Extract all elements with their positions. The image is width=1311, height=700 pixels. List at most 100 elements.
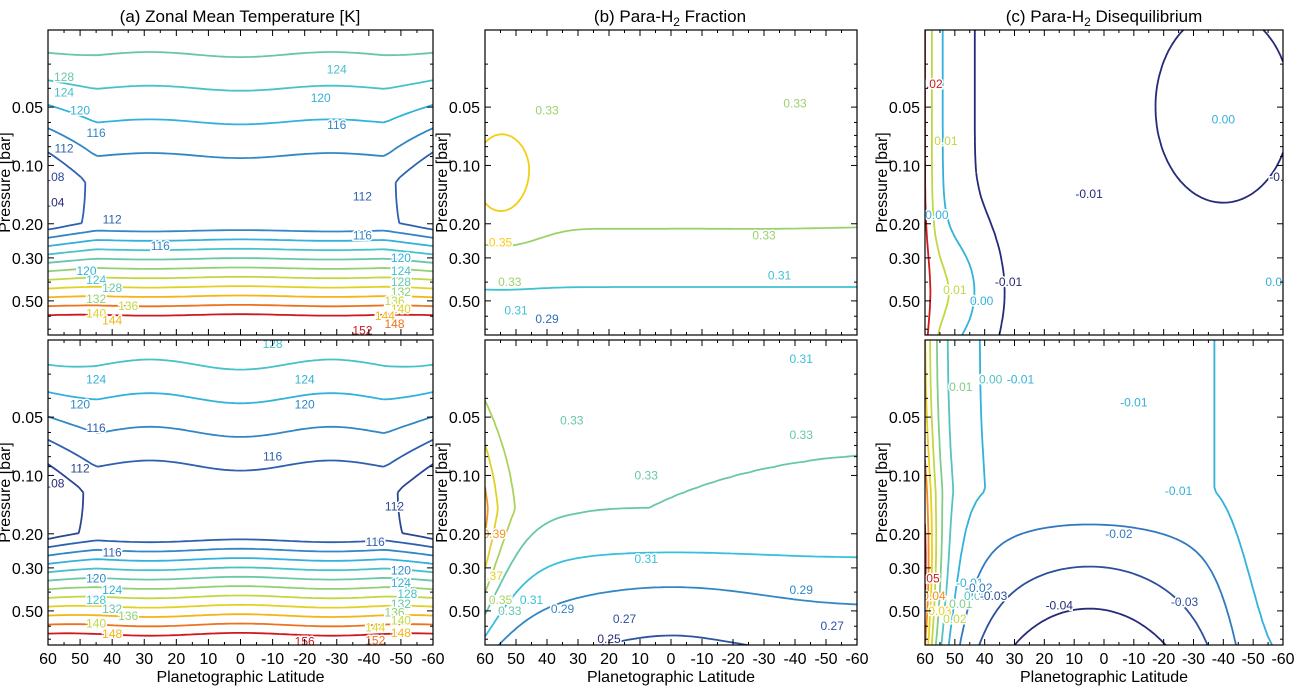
contour-line (48, 594, 433, 600)
contour-label: 140 (391, 613, 411, 627)
y-tick-label: 0.50 (12, 604, 43, 621)
contour-label: 0.37 (480, 569, 504, 583)
contour-line (48, 391, 433, 565)
contour-label: 0.00 (1265, 275, 1289, 289)
contour-label: 132 (102, 602, 122, 616)
contour-label: 0.33 (752, 229, 776, 243)
panel-b-bottom: 0.310.330.330.330.390.370.350.330.310.31… (434, 339, 869, 686)
contour-label: 0.01 (943, 283, 967, 297)
contour-label: 0.33 (635, 468, 659, 482)
contour-label: 116 (87, 126, 106, 140)
x-tick-label: 50 (946, 651, 964, 668)
contour-label: 148 (391, 626, 411, 640)
contour-area: 0.020.010.000.00-0.01-0.010.010.00-0.01 0… (919, 30, 1297, 335)
contour-label: -0.01 (1075, 187, 1103, 201)
panel-title: (a) Zonal Mean Temperature [K] (120, 7, 361, 26)
y-tick-label: 0.10 (12, 468, 43, 485)
contour-label: 124 (391, 576, 411, 590)
contour-label: 124 (86, 373, 106, 387)
y-tick-label: 0.20 (889, 527, 920, 544)
contour-line (48, 79, 433, 256)
x-axis-label: Planetographic Latitude (1020, 669, 1188, 686)
y-tick-label: 0.20 (449, 527, 480, 544)
contour-label: -0.01 (1269, 170, 1297, 184)
y-tick-label: 0.05 (449, 100, 480, 117)
contour-label: 152 (365, 633, 385, 647)
x-tick-label: -40 (1212, 651, 1235, 668)
contour-line (600, 634, 748, 645)
contour-label: 120 (86, 571, 106, 585)
contour-label: 0.02 (919, 77, 943, 91)
contour-label: 0.33 (498, 275, 522, 289)
contour-line (48, 151, 433, 231)
contour-label: 120 (70, 103, 90, 117)
contour-label: 0.31 (520, 593, 544, 607)
contour-label: 0.00 (925, 208, 949, 222)
contour-label: 116 (353, 229, 372, 243)
contour-label: 128 (397, 587, 417, 601)
plot-frame (924, 29, 1284, 336)
contour-label: 112 (54, 142, 73, 156)
contour-label: 0.02 (943, 612, 967, 626)
contour-label: 148 (102, 627, 122, 641)
x-tick-label: -50 (1242, 651, 1265, 668)
contour-label: 144 (365, 621, 385, 635)
contour-line (48, 463, 433, 540)
contour-label: 116 (87, 421, 106, 435)
x-tick-label: 50 (507, 651, 525, 668)
contour-line (485, 133, 530, 213)
y-axis-label: Pressure [bar] (874, 442, 891, 542)
contour-label: 112 (385, 500, 404, 514)
x-tick-label: -40 (783, 651, 806, 668)
contour-label: -0.01 (1007, 373, 1035, 387)
contour-label: 108 (44, 170, 64, 184)
contour-label: 0.01 (934, 134, 958, 148)
contour-line (48, 294, 433, 299)
y-tick-label: 0.05 (889, 410, 920, 427)
contour-label: 124 (102, 583, 122, 597)
contour-label: 124 (295, 373, 315, 387)
x-tick-label: 10 (631, 651, 649, 668)
y-tick-label: 0.30 (449, 561, 480, 578)
contour-line (485, 551, 857, 638)
contour-line (929, 340, 938, 645)
contour-area: 1281241241201201161161121081041121121161… (44, 51, 433, 335)
y-tick-label: 0.10 (449, 468, 480, 485)
contour-label: -0.01 (956, 576, 984, 590)
y-tick-label: 0.30 (12, 561, 43, 578)
x-tick-label: 60 (39, 651, 57, 668)
contour-label: 120 (295, 397, 315, 411)
contour-label: 116 (103, 546, 122, 560)
y-tick-label: 0.50 (889, 294, 920, 311)
contour-label: -0.02 (1105, 527, 1133, 541)
contour-label: 128 (102, 281, 122, 295)
y-tick-label: 0.10 (889, 158, 920, 175)
contour-line (48, 104, 433, 247)
contour-line (1014, 607, 1167, 645)
contour-line (485, 226, 857, 248)
y-axis-label: Pressure [bar] (874, 132, 891, 232)
contour-label: 0.01 (949, 380, 973, 394)
x-tick-label: 30 (135, 651, 153, 668)
y-axis-label: Pressure [bar] (434, 442, 451, 542)
contour-label: 112 (103, 212, 122, 226)
contour-label: -0.03 (980, 589, 1008, 603)
contour-line (485, 454, 857, 615)
contour-line (978, 565, 1209, 645)
x-tick-label: 20 (167, 651, 185, 668)
contour-label: -0.01 (995, 275, 1023, 289)
contour-label: -0.03 (1171, 595, 1199, 609)
y-tick-label: 0.05 (889, 100, 920, 117)
contour-label: 116 (366, 535, 385, 549)
x-tick-label: 20 (1035, 651, 1053, 668)
contour-label: 0.00 (1212, 113, 1236, 127)
contour-label: 120 (311, 91, 331, 105)
y-axis-label: Pressure [bar] (0, 442, 14, 542)
contour-label: -0.01 (1120, 395, 1148, 409)
contour-label: 0.00 (979, 373, 1003, 387)
x-tick-label: -60 (421, 651, 444, 668)
contour-line (48, 622, 433, 628)
panel-title: (b) Para-H2 Fraction (594, 7, 746, 29)
x-axis-label: Planetographic Latitude (587, 669, 755, 686)
